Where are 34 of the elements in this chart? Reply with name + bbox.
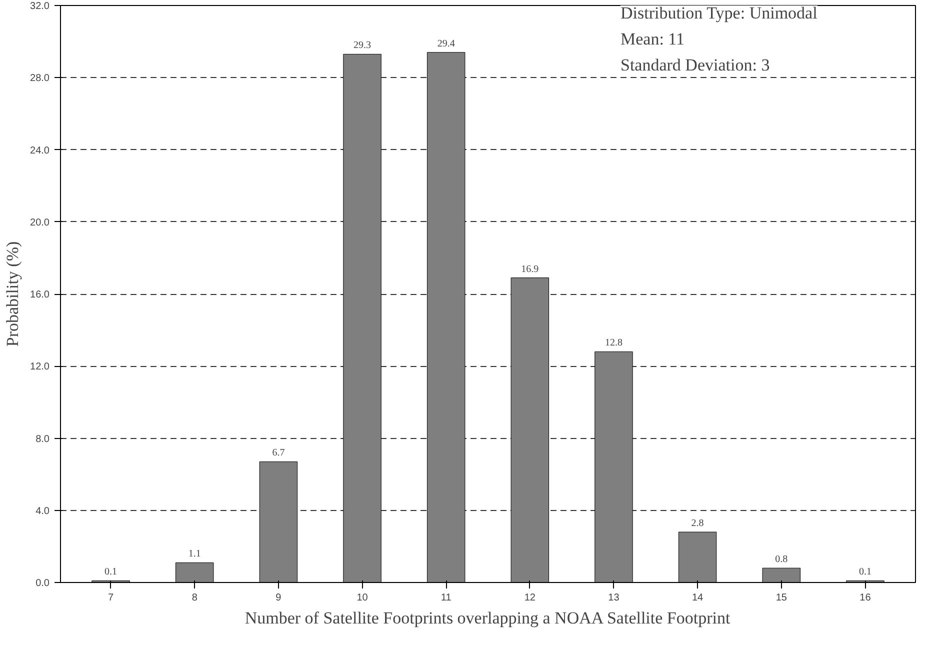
data-label: 29.4 (437, 38, 455, 50)
annotation: Mean: 11 (620, 30, 685, 48)
data-label: 0.8 (775, 554, 788, 566)
data-label: 2.8 (691, 518, 704, 530)
data-label: 29.3 (354, 40, 372, 52)
data-label: 0.1 (104, 566, 118, 578)
data-label: 0.1 (858, 566, 872, 578)
y-tick-label: 16.0 (30, 290, 50, 300)
data-label: 6.7 (272, 448, 285, 459)
x-tick-label: 14 (692, 592, 704, 604)
y-tick-label: 28.0 (30, 73, 50, 84)
data-label: 16.9 (521, 264, 539, 275)
y-axis-title: Probability (%) (3, 241, 22, 347)
y-tick-label: 24.0 (30, 145, 50, 156)
x-tick-label: 13 (608, 592, 620, 604)
y-tick-label: 8.0 (36, 434, 50, 445)
x-tick-label: 9 (276, 592, 282, 604)
x-tick-label: 11 (440, 592, 452, 604)
x-tick-label: 15 (776, 592, 788, 604)
x-tick-label: 7 (108, 592, 114, 604)
annotation: Standard Deviation: 3 (620, 56, 770, 74)
x-tick-label: 16 (860, 592, 872, 604)
y-tick-label: 12.0 (30, 362, 50, 373)
y-tick-label: 32.0 (30, 1, 50, 12)
x-axis-title: Number of Satellite Footprints overlapping a NOAA Satellite Footprint (244, 608, 730, 628)
y-tick-label: 20.0 (30, 217, 50, 228)
x-tick-label: 8 (192, 592, 198, 604)
data-label: 12.8 (604, 338, 622, 349)
annotation: Distribution Type: Unimodal (620, 4, 818, 22)
data-label: 1.1 (188, 548, 201, 560)
x-tick-label: 10 (356, 592, 368, 604)
y-tick-label: 0.0 (36, 578, 50, 589)
x-tick-label: 12 (524, 592, 536, 604)
y-tick-label: 4.0 (36, 506, 50, 517)
